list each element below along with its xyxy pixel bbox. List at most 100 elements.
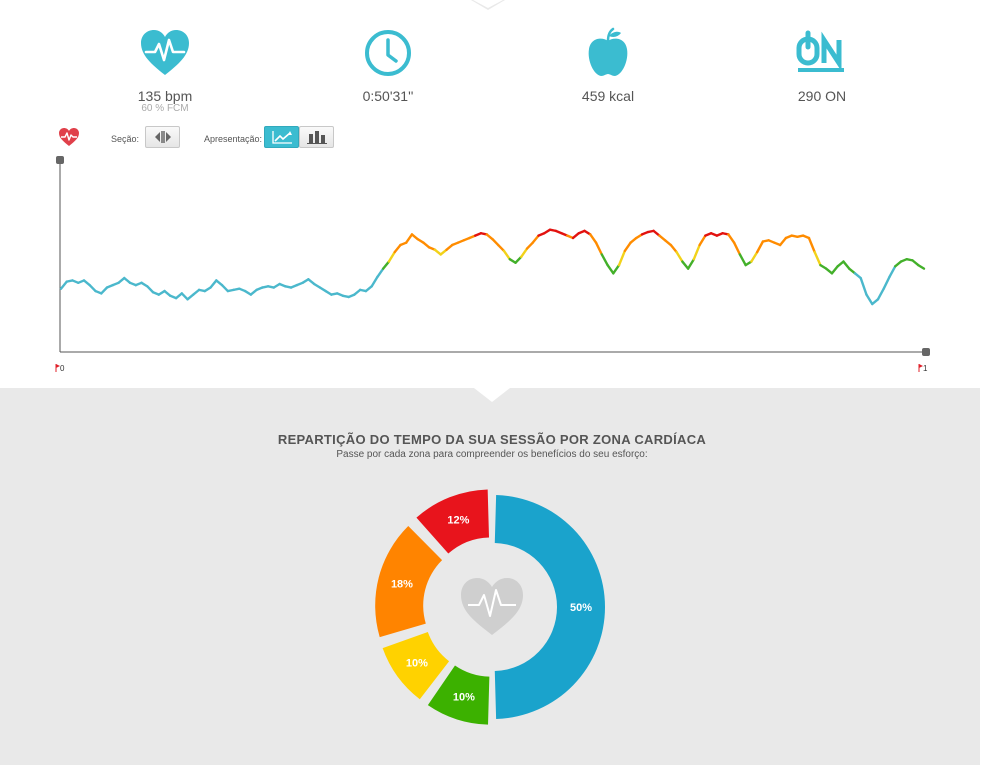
- zone-subtitle: Passe por cada zona para compreender os …: [336, 449, 648, 460]
- heart-pulse-icon: [141, 30, 189, 75]
- hr-line-segment: [778, 236, 788, 247]
- hr-line-segment: [686, 257, 696, 270]
- hr-line-segment: [750, 250, 759, 263]
- heart-rate-chart-svg: 0 1: [55, 156, 930, 373]
- hr-line-segment: [911, 259, 920, 267]
- hr-line-segment: [807, 236, 816, 254]
- hr-line-segment: [600, 253, 609, 267]
- donut-label-green: 10%: [453, 691, 475, 703]
- presentation-label: Apresentação:: [204, 134, 263, 144]
- hr-line-segment: [410, 233, 419, 241]
- hr-line-segment: [606, 263, 615, 275]
- zone-title: REPARTIÇÃO DO TEMPO DA SUA SESSÃO POR ZO…: [277, 432, 707, 447]
- donut-label-yellow: 10%: [406, 657, 428, 669]
- section-toggle-button[interactable]: [145, 126, 180, 148]
- hr-line-segment: [88, 283, 97, 293]
- hr-line-segment: [146, 285, 155, 294]
- stats-row: 135 bpm 60 % FCM 0:50'31'' 459 kcal 290 …: [0, 0, 998, 120]
- stat-duration: 0:50'31'': [308, 26, 468, 104]
- zone-section: [0, 388, 980, 765]
- chart-toolbar: Seção: Apresentação:: [0, 124, 998, 154]
- heart-rate-chart: 0 1: [0, 150, 998, 380]
- hr-line-segment: [174, 292, 184, 300]
- hr-line-segment: [594, 241, 604, 256]
- hr-line-segment: [571, 232, 580, 240]
- stat-calories: 459 kcal: [528, 26, 688, 104]
- hr-line-segment: [629, 236, 638, 244]
- hr-line-segment: [692, 243, 701, 261]
- hr-line-segment: [353, 288, 362, 296]
- donut-slice-yellow[interactable]: [382, 631, 450, 700]
- hr-line-segment: [652, 229, 661, 237]
- hr-line-segment: [491, 237, 500, 247]
- bar-view-button[interactable]: [299, 126, 334, 148]
- bar-chart-icon: [306, 131, 327, 144]
- duration-value: 0:50'31'': [362, 88, 414, 104]
- hr-line-segment: [123, 276, 132, 285]
- hr-line-segment: [82, 279, 91, 287]
- zone-donut-chart: 50% 10% 10% 18% 12%: [365, 480, 625, 730]
- donut-slice-green[interactable]: [427, 665, 490, 725]
- hr-line-segment: [813, 250, 822, 267]
- hr-line-segment: [364, 285, 373, 293]
- line-chart-icon: [271, 131, 292, 144]
- hr-line-segment: [882, 275, 891, 290]
- hr-line-segment: [192, 288, 201, 296]
- hr-line-segment: [848, 267, 857, 275]
- line-view-button[interactable]: [264, 126, 299, 148]
- y-axis-handle[interactable]: [56, 156, 64, 164]
- hr-line-segment: [836, 260, 845, 268]
- heart-rate-value: 135 bpm: [137, 88, 193, 104]
- hr-line-segment: [830, 265, 839, 275]
- hr-line-segment: [387, 250, 396, 263]
- donut-label-red: 12%: [447, 515, 469, 527]
- hr-line-segment: [755, 240, 765, 254]
- hr-line-segment: [502, 249, 511, 261]
- heart-rate-chart-icon: [59, 128, 79, 146]
- donut-label-blue: 50%: [570, 602, 592, 614]
- hr-line-segment: [215, 279, 224, 287]
- hr-line-segment: [617, 249, 627, 267]
- on-points-value: 290 ON: [797, 88, 847, 104]
- hr-line-segment: [497, 243, 506, 253]
- hr-line-segment: [59, 280, 68, 290]
- hr-line-segment: [727, 233, 736, 244]
- donut-slice-orange[interactable]: [375, 526, 443, 638]
- on-logo-icon: [796, 30, 844, 72]
- hr-line-segment: [370, 275, 379, 288]
- hr-line-segment: [531, 234, 540, 244]
- hr-line-segment: [100, 286, 109, 295]
- apple-icon: [588, 27, 628, 76]
- x-axis-handle[interactable]: [922, 348, 930, 356]
- donut-slice-blue[interactable]: [494, 495, 605, 719]
- hr-line-segment: [681, 260, 690, 270]
- hr-line-segment: [917, 263, 926, 270]
- heart-rate-fcm: 60 % FCM: [141, 103, 189, 114]
- donut-slices: 50% 10% 10% 18% 12%: [375, 489, 605, 725]
- section-notch: [474, 388, 510, 402]
- hr-line-segment: [623, 241, 632, 253]
- hr-line-segment: [888, 265, 897, 279]
- hr-line-segment: [876, 287, 885, 301]
- hr-line-segment: [220, 283, 230, 293]
- hr-line-segment: [865, 293, 874, 306]
- hr-line-segment: [525, 241, 534, 250]
- stat-on-points: 290 ON: [742, 26, 902, 104]
- split-arrows-icon: [154, 131, 171, 143]
- right-margin: [980, 388, 998, 765]
- donut-slice-red[interactable]: [416, 489, 490, 554]
- stat-heart-rate: 135 bpm 60 % FCM: [85, 26, 245, 114]
- hr-line-segment: [894, 260, 903, 268]
- hr-line-segment: [117, 276, 126, 285]
- hr-line-segment: [445, 243, 454, 251]
- hr-line-segment: [393, 243, 402, 254]
- hr-line-segment: [433, 248, 442, 256]
- hr-line-segment: [381, 260, 391, 270]
- top-notch: [471, 0, 505, 10]
- hr-line-segment: [853, 272, 862, 280]
- section-label: Seção:: [111, 134, 140, 144]
- hr-line-segment: [405, 233, 414, 244]
- hr-line-segment: [675, 250, 684, 263]
- hr-line-segment: [732, 241, 742, 256]
- x-end-marker: 1: [918, 364, 928, 373]
